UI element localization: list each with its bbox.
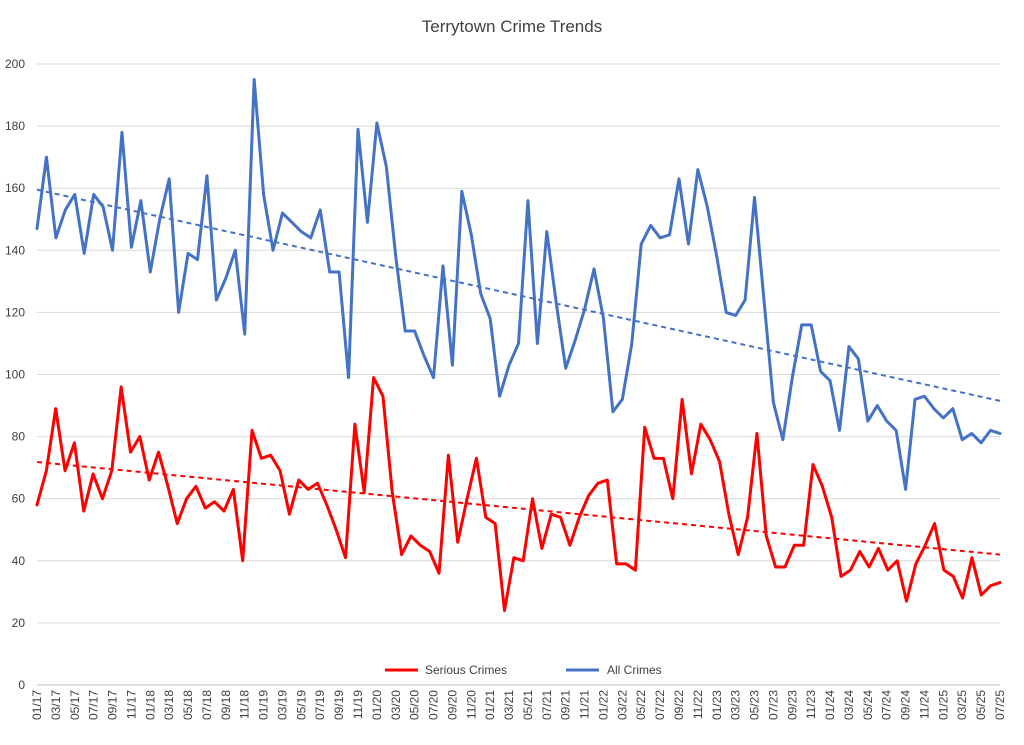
- x-tick-label: 09/18: [219, 690, 233, 720]
- x-tick-label: 07/18: [200, 690, 214, 720]
- x-tick-label: 07/22: [653, 690, 667, 720]
- legend: Serious Crimes All Crimes: [385, 663, 662, 677]
- x-tick-label: 01/18: [143, 690, 157, 720]
- x-tick-label: 07/24: [880, 690, 894, 720]
- x-tick-label: 05/17: [68, 690, 82, 720]
- x-tick-label: 03/19: [275, 690, 289, 720]
- x-tick-label: 05/21: [521, 690, 535, 720]
- x-tick-label: 09/20: [445, 690, 459, 720]
- x-tick-label: 05/19: [294, 690, 308, 720]
- x-tick-label: 05/24: [861, 690, 875, 720]
- x-tick-label: 01/22: [596, 690, 610, 720]
- x-tick-label: 03/20: [389, 690, 403, 720]
- x-tick-label: 03/25: [955, 690, 969, 720]
- x-tick-label: 09/19: [332, 690, 346, 720]
- x-tick-label: 01/23: [710, 690, 724, 720]
- y-tick-label: 180: [5, 119, 25, 133]
- x-tick-label: 11/21: [578, 690, 592, 719]
- x-tick-label: 01/24: [823, 690, 837, 720]
- x-tick-label: 09/17: [106, 690, 120, 720]
- x-tick-label: 03/18: [162, 690, 176, 720]
- x-tick-label: 07/25: [993, 690, 1007, 720]
- x-tick-label: 11/22: [691, 690, 705, 719]
- y-tick-label: 160: [5, 181, 25, 195]
- y-tick-label: 120: [5, 305, 25, 319]
- y-tick-label: 140: [5, 243, 25, 257]
- y-tick-label: 20: [12, 616, 26, 630]
- chart-title: Terrytown Crime Trends: [422, 17, 602, 36]
- x-tick-label: 11/20: [464, 690, 478, 719]
- x-tick-label: 01/17: [30, 690, 44, 720]
- trendline: [36, 188, 1001, 402]
- x-tick-label: 11/24: [917, 690, 931, 719]
- x-tick-label: 01/20: [370, 690, 384, 720]
- x-tick-label: 07/21: [540, 690, 554, 720]
- x-tick-label: 03/24: [842, 690, 856, 720]
- y-tick-label: 40: [12, 554, 26, 568]
- y-tick-label: 100: [5, 368, 25, 382]
- x-tick-label: 07/17: [87, 690, 101, 720]
- x-tick-label: 03/23: [729, 690, 743, 720]
- x-tick-label: 11/23: [804, 690, 818, 719]
- x-tick-label: 05/23: [748, 690, 762, 720]
- x-tick-label: 01/25: [936, 690, 950, 720]
- x-tick-label: 05/22: [634, 690, 648, 720]
- series-line: [35, 376, 1002, 612]
- x-tick-label: 11/19: [351, 690, 365, 719]
- x-tick-label: 09/23: [785, 690, 799, 720]
- x-tick-label: 05/25: [974, 690, 988, 720]
- series-line: [35, 78, 1002, 491]
- x-tick-label: 05/18: [181, 690, 195, 720]
- x-tick-label: 07/23: [766, 690, 780, 720]
- legend-label-all-crimes: All Crimes: [607, 663, 662, 677]
- y-tick-label: 80: [12, 430, 26, 444]
- x-tick-label: 03/17: [49, 690, 63, 720]
- x-axis-ticks: 01/17 03/17 05/17 07/17 09/17 11/17 01/18 03/18…: [30, 690, 1007, 720]
- x-tick-label: 07/20: [427, 690, 441, 720]
- x-tick-label: 11/18: [238, 690, 252, 719]
- x-tick-label: 09/24: [899, 690, 913, 720]
- y-axis-ticks: 0 20 40 60 80 100 120 140 160 180 200: [5, 57, 25, 692]
- y-tick-label: 0: [18, 678, 25, 692]
- x-tick-label: 05/20: [408, 690, 422, 720]
- trendlines: [36, 188, 1001, 556]
- legend-label-serious-crimes: Serious Crimes: [425, 663, 507, 677]
- gridlines: [37, 63, 1000, 686]
- x-tick-label: 07/19: [313, 690, 327, 720]
- x-tick-label: 01/21: [483, 690, 497, 720]
- x-tick-label: 09/21: [559, 690, 573, 720]
- x-tick-label: 03/22: [615, 690, 629, 720]
- x-tick-label: 11/17: [124, 690, 138, 719]
- x-tick-label: 01/19: [257, 690, 271, 720]
- x-tick-label: 03/21: [502, 690, 516, 720]
- y-tick-label: 60: [12, 492, 26, 506]
- x-tick-label: 09/22: [672, 690, 686, 720]
- series-lines: [35, 78, 1002, 612]
- y-tick-label: 200: [5, 57, 25, 71]
